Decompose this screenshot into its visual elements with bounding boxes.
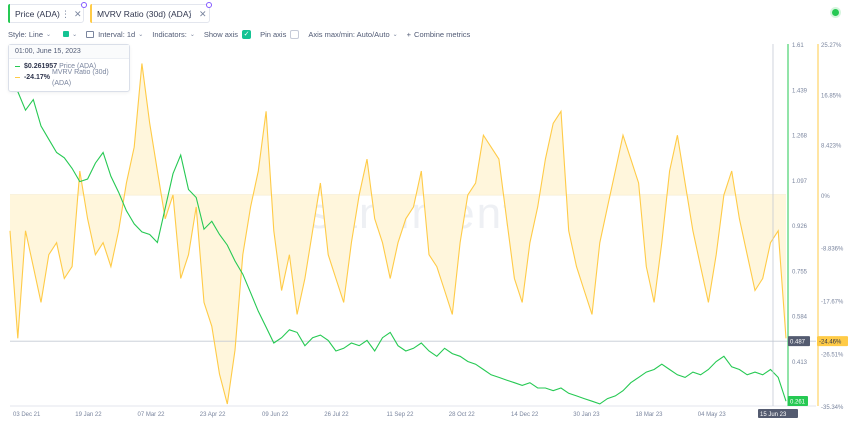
price-tick-label: 0.755 — [792, 269, 808, 275]
mvrv-area-fill — [10, 63, 786, 404]
x-tick-label: 26 Jul 22 — [324, 412, 349, 418]
chevron-down-icon: ⌄ — [46, 31, 52, 38]
x-tick-label: 03 Dec 21 — [13, 412, 41, 418]
mvrv-tick-label: 16.85% — [821, 93, 842, 99]
tooltip-row-price: $0.261957 Price (ADA) — [9, 61, 129, 72]
more-vertical-icon[interactable]: ⋮ — [186, 9, 195, 19]
mvrv-tick-label: 0% — [821, 194, 830, 200]
x-tick-label: 14 Dec 22 — [511, 412, 539, 418]
settings-dot-icon[interactable] — [206, 2, 212, 8]
color-dropdown[interactable]: ⌄ — [60, 31, 77, 38]
checkbox-unchecked-icon[interactable] — [290, 29, 300, 39]
close-icon[interactable]: ✕ — [74, 9, 82, 19]
chart-toolbar: Style: Line ⌄ ⌄ Interval: 1d ⌄ Indicator… — [8, 28, 479, 40]
combine-metrics-button[interactable]: + Combine metrics — [407, 30, 471, 39]
price-tick-label: 1.439 — [792, 88, 808, 94]
x-tick-label: 07 Mar 22 — [138, 412, 166, 418]
close-icon[interactable]: ✕ — [199, 9, 207, 19]
x-tick-label: 09 Jun 22 — [262, 412, 289, 418]
tooltip-price-value: $0.261957 — [24, 63, 58, 70]
chevron-down-icon: ⌄ — [392, 31, 398, 38]
mvrv-tick-label: -35.34% — [821, 405, 844, 411]
mvrv-tick-label: 25.27% — [821, 43, 842, 49]
tab-label: MVRV Ratio (30d) (ADA) — [97, 8, 192, 19]
price-reference-badge-bg — [788, 336, 810, 347]
combine-metrics-label: Combine metrics — [414, 29, 471, 39]
x-tick-label: 11 Sep 22 — [387, 412, 415, 418]
chart-tooltip: 01:00, June 15, 2023 $0.261957 Price (AD… — [8, 44, 130, 92]
chevron-down-icon: ⌄ — [72, 31, 78, 38]
plus-icon: + — [406, 29, 412, 39]
style-label: Style: Line — [8, 29, 44, 39]
date-highlight-bg — [758, 409, 798, 418]
calendar-icon — [86, 30, 95, 38]
tooltip-row-mvrv: -24.17% MVRV Ratio (30d) (ADA) — [9, 69, 129, 87]
x-tick-label: 30 Jan 23 — [573, 412, 600, 418]
tooltip-mvrv-label: MVRV Ratio (30d) (ADA) — [52, 68, 109, 87]
style-dropdown[interactable]: Style: Line ⌄ — [8, 30, 51, 39]
x-tick-label: 28 Oct 22 — [449, 412, 476, 418]
tab-price-ada[interactable]: Price (ADA) ⋮ ✕ — [8, 2, 87, 23]
show-axis-label: Show axis — [203, 29, 239, 39]
tooltip-price-label: Price (ADA) — [59, 63, 97, 70]
tooltip-date: 01:00, June 15, 2023 — [9, 45, 129, 59]
live-status-dot — [832, 9, 839, 16]
interval-label: Interval: 1d — [98, 29, 136, 39]
chevron-down-icon: ⌄ — [138, 31, 144, 38]
settings-dot-icon[interactable] — [81, 2, 87, 8]
mvrv-current-badge-bg — [817, 336, 848, 347]
price-tick-label: 0.926 — [792, 224, 808, 230]
mvrv-tick-label: 8.423% — [821, 144, 842, 150]
mvrv-tick-label: -26.51% — [821, 352, 844, 358]
interval-dropdown[interactable]: Interval: 1d ⌄ — [86, 30, 143, 39]
pin-axis-toggle[interactable]: Pin axis — [260, 29, 300, 39]
price-current-badge-bg — [788, 395, 808, 406]
x-tick-label: 18 Mar 23 — [636, 412, 664, 418]
tab-color-bar — [8, 4, 10, 23]
axis-maxmin-dropdown[interactable]: Axis max/min: Auto/Auto ⌄ — [308, 30, 397, 39]
price-reference-badge: 0.487 — [790, 340, 806, 346]
pin-axis-label: Pin axis — [260, 29, 287, 39]
legend-swatch-price — [15, 65, 20, 68]
legend-swatch-mvrv — [15, 76, 20, 79]
more-vertical-icon[interactable]: ⋮ — [61, 9, 70, 19]
tooltip-mvrv-value: -24.17% — [23, 74, 51, 81]
indicators-dropdown[interactable]: Indicators: ⌄ — [152, 30, 195, 39]
price-tick-label: 0.413 — [792, 360, 808, 366]
x-tick-label: 19 Jan 22 — [75, 412, 102, 418]
checkbox-checked-icon[interactable]: ✓ — [242, 29, 252, 39]
price-current-badge: 0.261 — [790, 399, 806, 405]
tab-color-bar — [90, 4, 92, 23]
show-axis-toggle[interactable]: Show axis ✓ — [203, 29, 252, 39]
x-tick-label: 04 May 23 — [698, 412, 727, 418]
chevron-down-icon: ⌄ — [189, 31, 195, 38]
price-tick-label: 1.61 — [792, 43, 804, 49]
x-tick-label: 23 Apr 22 — [200, 412, 226, 418]
x-tick-label-highlighted: 15 Jun 23 — [760, 412, 787, 418]
price-series-line — [9, 72, 787, 405]
tab-label: Price (ADA) — [15, 8, 60, 19]
tab-mvrv-ada[interactable]: MVRV Ratio (30d) (ADA) ⋮ ✕ — [90, 2, 212, 23]
mvrv-current-badge: -24.46% — [819, 340, 842, 346]
color-swatch — [63, 31, 70, 37]
mvrv-tick-label: -17.67% — [821, 299, 844, 305]
price-tick-label: 0.584 — [792, 315, 808, 321]
mvrv-tick-label: -8.836% — [821, 247, 844, 253]
indicators-label: Indicators: — [152, 29, 187, 39]
price-tick-label: 1.097 — [792, 179, 808, 185]
axis-maxmin-label: Axis max/min: Auto/Auto — [308, 29, 390, 39]
price-tick-label: 1.268 — [792, 134, 808, 140]
